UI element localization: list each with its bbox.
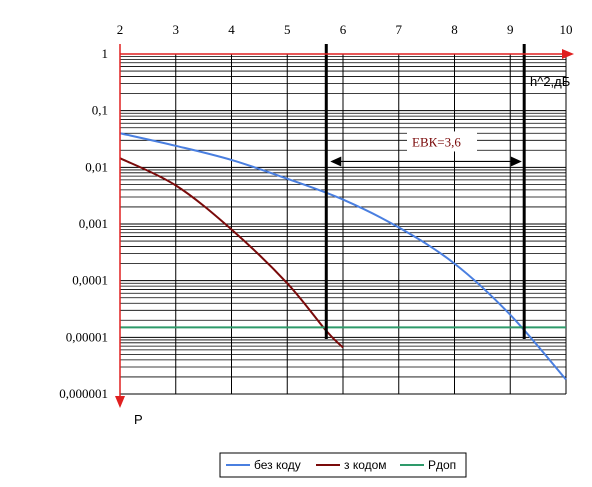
annotation-box: [407, 131, 477, 152]
annotation-arrow-left: [330, 156, 342, 167]
x-tick-label: 10: [560, 22, 573, 37]
y-tick-label: 0,000001: [59, 386, 108, 401]
y-tick-labels: 1 0,1 0,01 0,001 0,0001 0,00001 0,000001: [59, 46, 108, 401]
y-tick-label: 0,00001: [66, 329, 108, 344]
x-axis-arrow: [562, 49, 574, 59]
y-tick-label: 0,01: [85, 159, 108, 174]
y-tick-label: 0,0001: [72, 273, 108, 288]
x-tick-label: 3: [173, 22, 180, 37]
legend-label-2: Pдоп: [428, 458, 456, 472]
x-tick-label: 5: [284, 22, 291, 37]
legend-label-1: з кодом: [344, 458, 387, 472]
annotation-arrow-right: [510, 156, 522, 167]
x-tick-label: 6: [340, 22, 347, 37]
x-tick-label: 9: [507, 22, 514, 37]
legend-label-0: без коду: [254, 458, 301, 472]
y-tick-label: 0,001: [79, 216, 108, 231]
x-tick-labels: 2 3 4 5 6 7 8 9 10: [117, 22, 573, 37]
y-axis-arrow: [115, 396, 125, 408]
series-line-0: [119, 132, 567, 381]
y-tick-label: 1: [102, 46, 109, 61]
x-tick-label: 2: [117, 22, 124, 37]
axes: [115, 44, 574, 408]
threshold-vertical-lines: [324, 44, 526, 339]
annotation-text: ЕВК=3,6: [412, 134, 461, 149]
x-tick-label: 7: [396, 22, 403, 37]
x-axis-label: h^2,дБ: [530, 74, 570, 89]
legend: без коду з кодом Pдоп: [219, 452, 467, 478]
x-tick-label: 4: [228, 22, 235, 37]
x-tick-label: 8: [451, 22, 458, 37]
evk-annotation: ЕВК=3,6: [330, 131, 522, 167]
y-tick-label: 0,1: [92, 103, 108, 118]
legend-box: [219, 452, 467, 478]
y-axis-label: P: [134, 412, 143, 427]
major-gridlines: [119, 53, 567, 395]
